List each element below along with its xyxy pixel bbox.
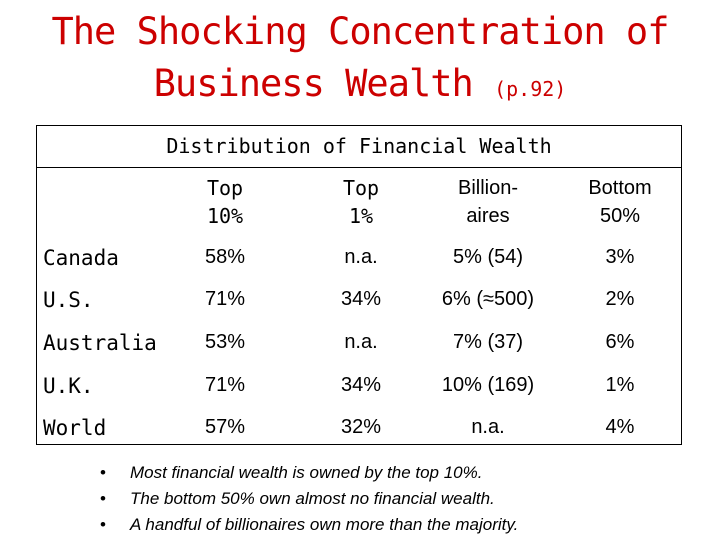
page-reference: (p.92) (494, 77, 567, 101)
cell-world-bottom50: 4% (605, 416, 635, 438)
bullet-item: • The bottom 50% own almost no financial… (100, 486, 710, 512)
cell-canada-billionaires: 5% (54) (452, 246, 524, 268)
cell-australia-top10: 53% (204, 331, 246, 353)
bullet-item: • A handful of billionaires own more tha… (100, 512, 710, 538)
cell-us-bottom50: 2% (605, 288, 635, 310)
cell-australia-bottom50: 6% (605, 331, 635, 353)
header-top-1: Top 1% (309, 174, 413, 230)
title-line-1: The Shocking Concentration of (51, 10, 669, 53)
header-top-1-line2: 1% (348, 204, 374, 228)
cell-us-billionaires: 6% (≈500) (441, 288, 535, 310)
slide-title: The Shocking Concentration of Business W… (0, 6, 720, 115)
title-line-2-text: Business Wealth (153, 62, 474, 105)
cell-uk-top10: 71% (204, 374, 246, 396)
bullet-item: • Most financial wealth is owned by the … (100, 460, 710, 486)
header-top-10-line2: 10% (206, 204, 244, 228)
cell-australia-billionaires: 7% (37) (452, 331, 524, 353)
row-label-uk: U.K. (43, 374, 94, 398)
header-billionaires: Billion- aires (423, 174, 553, 230)
header-top-10-line1: Top (206, 176, 244, 200)
cell-uk-top1: 34% (340, 374, 382, 396)
bullet-dot-icon: • (100, 515, 106, 534)
header-top-1-line1: Top (342, 176, 380, 200)
cell-canada-bottom50: 3% (605, 246, 635, 268)
cell-world-billionaires: n.a. (471, 416, 505, 438)
bullet-text: A handful of billionaires own more than … (130, 515, 519, 534)
cell-uk-bottom50: 1% (605, 374, 635, 396)
cell-us-top1: 34% (340, 288, 382, 310)
header-bottom-50-line1: Bottom (588, 177, 652, 199)
row-label-australia: Australia (43, 331, 157, 355)
row-label-us: U.S. (43, 288, 94, 312)
bullet-text: The bottom 50% own almost no financial w… (130, 489, 495, 508)
cell-world-top10: 57% (204, 416, 246, 438)
bullet-dot-icon: • (100, 463, 106, 482)
cell-canada-top10: 58% (204, 246, 246, 268)
table-caption: Distribution of Financial Wealth (37, 126, 681, 168)
header-bottom-50-line2: 50% (599, 205, 641, 227)
row-label-world: World (43, 416, 107, 440)
header-bottom-50: Bottom 50% (565, 174, 675, 230)
cell-uk-billionaires: 10% (169) (441, 374, 535, 396)
header-billionaires-line1: Billion- (457, 177, 519, 199)
bullet-dot-icon: • (100, 489, 106, 508)
header-billionaires-line2: aires (466, 205, 510, 227)
title-line-2: Business Wealth (p.92) (0, 58, 720, 115)
header-top-10: Top 10% (173, 174, 277, 230)
cell-australia-top1: n.a. (344, 331, 378, 353)
cell-canada-top1: n.a. (344, 246, 378, 268)
wealth-table: Distribution of Financial Wealth Top 10%… (36, 125, 682, 445)
cell-world-top1: 32% (340, 416, 382, 438)
bullet-text: Most financial wealth is owned by the to… (130, 463, 483, 482)
bullet-list: • Most financial wealth is owned by the … (100, 460, 710, 538)
cell-us-top10: 71% (204, 288, 246, 310)
row-label-canada: Canada (43, 246, 119, 270)
